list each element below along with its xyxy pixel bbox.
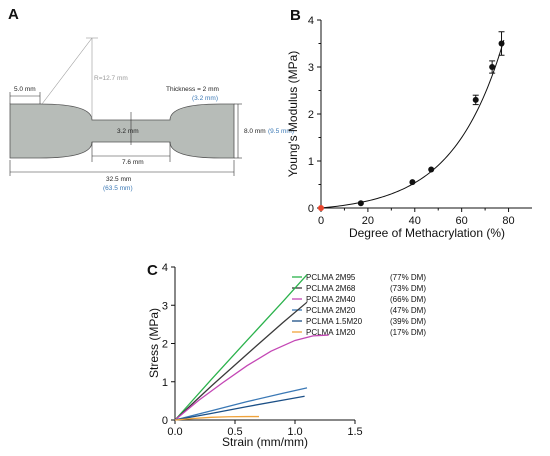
chart-c-series-line (174, 415, 259, 421)
chart-b: Young's Modulus (MPa) Degree of Methacry… (286, 15, 532, 240)
chart-c-legend-dm: (17% DM) (390, 328, 426, 337)
chart-c-series-line (174, 387, 308, 421)
label-thickness: Thickness = 2 mm (166, 86, 219, 93)
chart-b-y-tick-label: 1 (308, 156, 314, 168)
chart-b-y-tick-label: 2 (308, 109, 314, 121)
label-thickness-alt: (3.2 mm) (192, 95, 218, 102)
chart-b-x-tick-label: 20 (362, 215, 374, 227)
panel-a-letter: A (8, 6, 19, 23)
chart-b-point (498, 40, 505, 47)
label-total-length-alt: (63.5 mm) (103, 185, 133, 192)
chart-b-y-tick-label: 4 (308, 15, 314, 27)
chart-b-point (472, 96, 479, 103)
chart-c-legend: PCLMA 2M95 (77% DM) PCLMA 2M68 (73% DM) PCLM… (292, 273, 426, 337)
chart-c-legend-name: PCLMA 1M20 (306, 328, 356, 337)
chart-c-legend-dm: (73% DM) (390, 284, 426, 293)
chart-b-x-tick-label: 40 (409, 215, 421, 227)
chart-c-y-tick-label: 1 (162, 377, 168, 389)
label-end-height-alt: (9.5 mm) (268, 128, 294, 135)
chart-c-x-tick-label: 0.0 (167, 426, 182, 438)
label-end-height: 8.0 mm (244, 128, 266, 135)
chart-b-point (357, 200, 364, 207)
chart-c-legend-name: PCLMA 1.5M20 (306, 317, 363, 326)
label-radius: R=12.7 mm (94, 75, 128, 82)
label-gauge-length: 7.6 mm (122, 159, 144, 166)
chart-c-legend-name: PCLMA 2M20 (306, 306, 356, 315)
chart-c-y-tick-label: 3 (162, 300, 168, 312)
chart-b-point (409, 179, 416, 186)
panel-c-letter: C (147, 262, 158, 279)
chart-c-legend-dm: (47% DM) (390, 306, 426, 315)
chart-c-series-line (174, 301, 308, 421)
chart-b-y-title: Young's Modulus (MPa) (286, 51, 300, 178)
label-end-width: 5.0 mm (14, 86, 36, 93)
chart-c-legend-name: PCLMA 2M68 (306, 284, 356, 293)
chart-c-series-line (174, 395, 305, 421)
chart-b-point (318, 205, 324, 211)
chart-b-point (489, 64, 496, 70)
chart-c-legend-dm: (39% DM) (390, 317, 426, 326)
radius-guide-left (41, 37, 93, 105)
chart-c-legend-dm: (77% DM) (390, 273, 426, 282)
chart-c-x-tick-label: 1.0 (287, 426, 302, 438)
chart-c: Stress (MPa) Strain (mm/mm) PCLMA 2M95 (7… (147, 262, 426, 449)
chart-c-y-tick-label: 0 (162, 415, 168, 427)
chart-b-x-tick-label: 80 (502, 215, 514, 227)
chart-c-x-title: Strain (mm/mm) (222, 435, 308, 449)
chart-c-y-tick-label: 2 (162, 339, 168, 351)
chart-b-y-tick-label: 0 (308, 203, 314, 215)
panel-b-letter: B (290, 7, 301, 24)
chart-c-legend-name: PCLMA 2M95 (306, 273, 356, 282)
chart-c-y-title: Stress (MPa) (147, 308, 161, 378)
label-total-length: 32.5 mm (106, 176, 131, 183)
chart-b-x-tick-label: 0 (318, 215, 324, 227)
chart-b-x-tick-label: 60 (456, 215, 468, 227)
chart-c-x-tick-label: 0.5 (227, 426, 242, 438)
chart-c-series-line (174, 334, 329, 421)
chart-c-legend-name: PCLMA 2M40 (306, 295, 356, 304)
chart-c-x-tick-label: 1.5 (347, 426, 362, 438)
panel-a-specimen-drawing (9, 37, 242, 176)
chart-b-x-title: Degree of Methacrylation (%) (349, 226, 505, 240)
chart-b-y-tick-label: 3 (308, 62, 314, 74)
label-neck-width: 3.2 mm (117, 128, 139, 135)
chart-b-point (428, 166, 435, 173)
chart-c-series-line (174, 274, 308, 421)
chart-c-y-tick-label: 4 (162, 262, 168, 274)
chart-c-legend-dm: (66% DM) (390, 295, 426, 304)
